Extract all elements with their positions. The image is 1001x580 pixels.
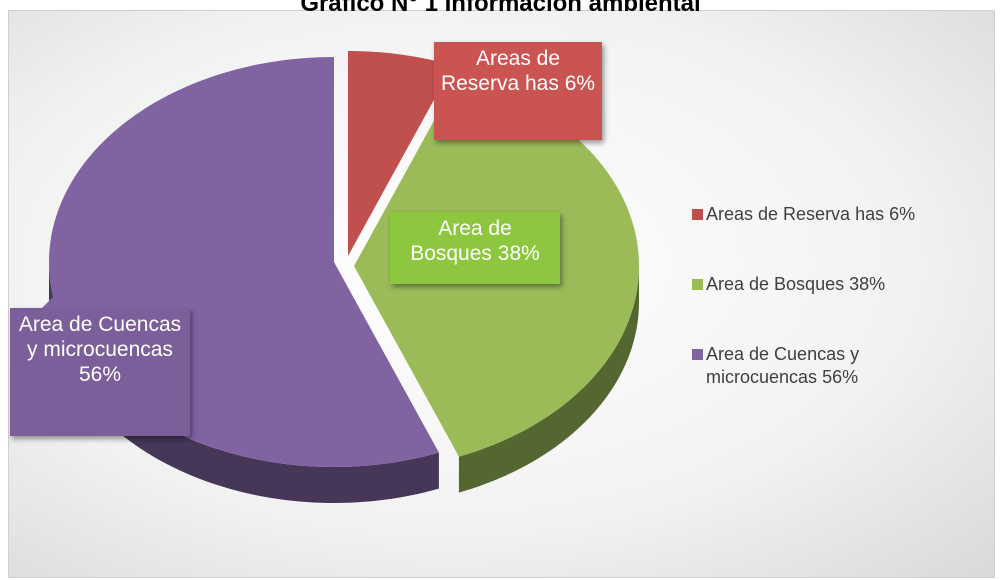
legend-value: 56% <box>822 367 859 387</box>
legend-swatch <box>692 209 703 220</box>
legend-swatch <box>692 279 703 290</box>
data-label-category: Area de Cuencas y microcuencas <box>18 313 182 361</box>
pie-side <box>49 262 439 503</box>
legend-label: Areas de Reserva has <box>706 204 885 224</box>
legend-label: Area de Cuencas y microcuencas <box>706 344 860 387</box>
callout-pointer <box>40 288 84 310</box>
data-label-category: Area de Bosques <box>410 217 512 265</box>
legend-item: Areas de Reserva has 6% <box>692 203 1001 226</box>
data-label-value: 56% <box>78 363 122 386</box>
legend-swatch <box>692 349 703 360</box>
legend-value: 38% <box>849 274 886 294</box>
legend-value: 6% <box>889 204 916 224</box>
data-label: Area de Bosques 38% <box>390 212 560 284</box>
legend-label: Area de Bosques <box>706 274 845 294</box>
chart-title: Gráfico N° 1 Información ambiental <box>300 0 701 17</box>
data-label-value: 6% <box>564 72 596 95</box>
data-label-value: 38% <box>497 242 540 265</box>
data-label-category: Areas de Reserva has <box>440 47 561 95</box>
data-label: Area de Cuencas y microcuencas 56% <box>10 308 190 436</box>
pie-slice <box>348 51 453 256</box>
data-label: Areas de Reserva has 6% <box>434 42 602 140</box>
legend-item: Area de Bosques 38% <box>692 273 1001 296</box>
legend-item: Area de Cuencas y microcuencas 56% <box>692 343 946 389</box>
pie-side <box>458 266 639 493</box>
